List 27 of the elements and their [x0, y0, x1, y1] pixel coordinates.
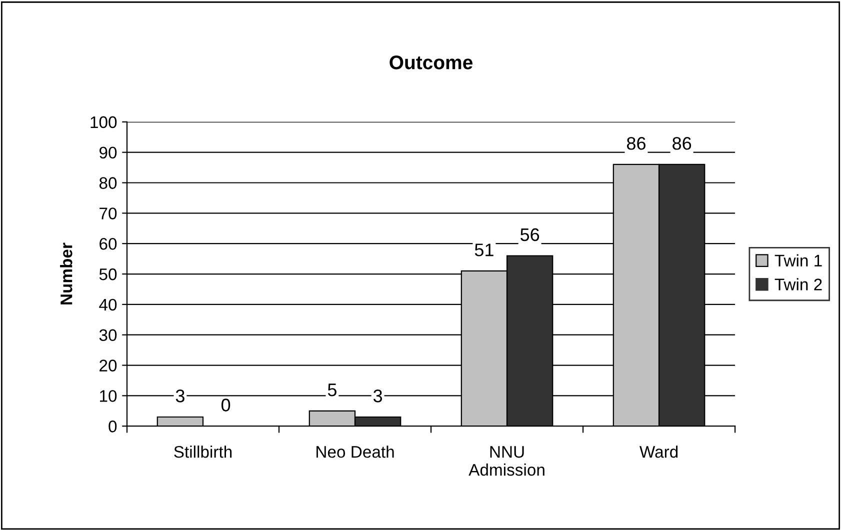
data-label: 0	[221, 398, 230, 412]
y-tick-label: 50	[99, 268, 117, 280]
x-tick-label: NNU Admission	[468, 446, 544, 476]
y-tick-label: 40	[99, 298, 117, 311]
y-axis-title: Number	[60, 242, 72, 304]
y-tick-label: 20	[100, 360, 117, 372]
data-label: 56	[520, 228, 540, 242]
data-label: 3	[373, 390, 382, 402]
y-tick-label: 80	[99, 177, 117, 189]
x-tick-label: Stillbirth	[174, 446, 232, 458]
data-label: 86	[626, 137, 646, 150]
x-tick-label: Neo Death	[316, 446, 394, 458]
x-tick-label: Ward	[640, 446, 678, 458]
y-tick-label: 60	[100, 238, 117, 250]
data-label: 86	[672, 137, 692, 150]
y-tick-label: 70	[100, 208, 117, 220]
y-tick-label: 10	[100, 390, 117, 402]
y-tick-label: 100	[90, 116, 117, 128]
chart-title: Outcome	[390, 56, 472, 70]
y-tick-label: 0	[108, 420, 117, 432]
data-label: 3	[176, 390, 184, 402]
data-label: 5	[328, 384, 336, 396]
data-label: 51	[474, 244, 494, 256]
y-tick-label: 90	[100, 146, 117, 159]
legend-label: Twin 1	[774, 254, 822, 266]
y-tick-label: 30	[99, 329, 117, 342]
legend-label: Twin 2	[774, 278, 822, 290]
